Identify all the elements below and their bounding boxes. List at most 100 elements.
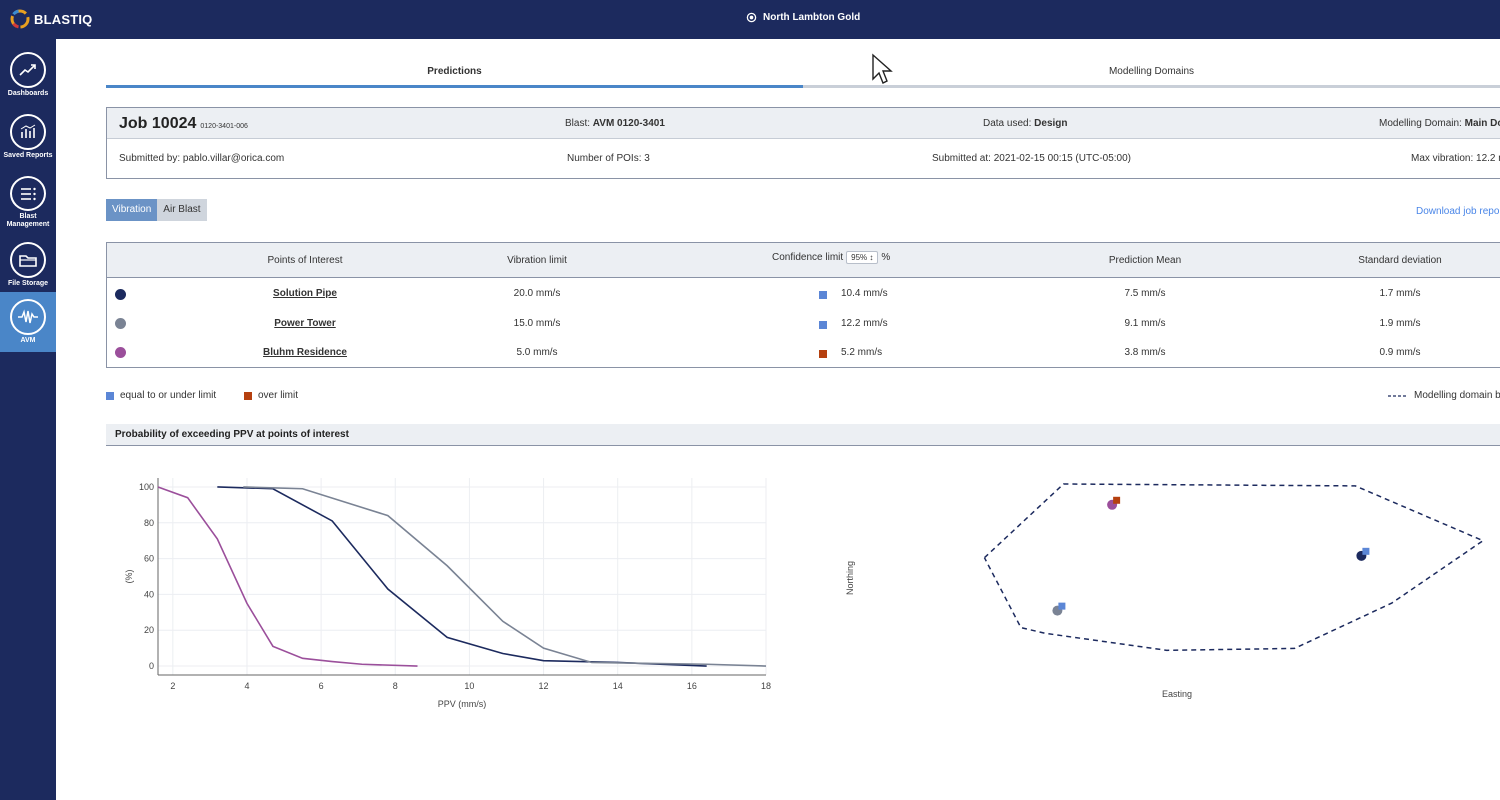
poi-table: Points of Interest Vibration limit Confi… bbox=[106, 242, 1500, 368]
y-tick-label: 0 bbox=[149, 661, 154, 671]
over-limit-square-icon bbox=[244, 391, 252, 400]
y-axis-label: (%) bbox=[124, 570, 134, 584]
modelling-domain-info: Modelling Domain: Main Do bbox=[1379, 118, 1500, 129]
job-title-group: Job 10024 0120-3401-006 bbox=[119, 115, 248, 133]
vibration-limit-value: 20.0 mm/s bbox=[513, 288, 561, 299]
confidence-limit-label: Confidence limit bbox=[772, 252, 844, 263]
x-tick-label: 8 bbox=[393, 681, 398, 691]
y-tick-label: 80 bbox=[144, 518, 154, 528]
tab-active-indicator bbox=[106, 85, 803, 88]
x-axis-label: Easting bbox=[1162, 689, 1192, 699]
modelling-domain-boundary bbox=[983, 483, 1485, 652]
poi-status-marker bbox=[1113, 496, 1121, 504]
top-bar: BLASTIQ North Lambton Gold bbox=[0, 0, 1500, 39]
series-line bbox=[243, 486, 767, 667]
confidence-limit-value: 12.2 mm/s bbox=[841, 318, 888, 329]
site-selector[interactable]: North Lambton Gold bbox=[746, 12, 860, 23]
poi-name-link[interactable]: Solution Pipe bbox=[273, 288, 337, 299]
submitted-by: Submitted by: pablo.villar@orica.com bbox=[119, 153, 285, 164]
header-confidence-limit: Confidence limit 95% ↕ % bbox=[772, 251, 890, 264]
header-prediction-mean: Prediction Mean bbox=[1108, 255, 1182, 266]
sidebar-item-label: File Storage bbox=[7, 280, 49, 287]
x-tick-label: 6 bbox=[319, 681, 324, 691]
prediction-mean-value: 7.5 mm/s bbox=[1124, 288, 1166, 299]
y-tick-label: 100 bbox=[139, 482, 154, 492]
legend-over-label: over limit bbox=[258, 390, 299, 401]
x-axis-label: PPV (mm/s) bbox=[438, 699, 487, 709]
prediction-mean-value: 3.8 mm/s bbox=[1124, 347, 1166, 358]
data-used-label: Data used: bbox=[983, 118, 1032, 129]
blast-info: Blast: AVM 0120-3401 bbox=[565, 118, 665, 129]
series-line bbox=[217, 486, 707, 667]
job-summary-header: Job 10024 0120-3401-006 Blast: AVM 0120-3… bbox=[107, 108, 1500, 139]
sidebar-item-label: Saved Reports bbox=[3, 152, 53, 159]
tab-bar: Predictions Modelling Domains bbox=[106, 56, 1500, 88]
poi-color-dot bbox=[115, 289, 126, 300]
job-title: Job 10024 bbox=[119, 115, 197, 132]
sidebar-item-file-storage[interactable]: File Storage bbox=[0, 235, 56, 295]
y-tick-label: 60 bbox=[144, 554, 154, 564]
submitted-at: Submitted at: 2021-02-15 00:15 (UTC-05:0… bbox=[932, 153, 1131, 164]
poi-name-link[interactable]: Bluhm Residence bbox=[263, 347, 347, 358]
site-name: North Lambton Gold bbox=[763, 12, 861, 23]
header-standard-deviation: Standard deviation bbox=[1358, 255, 1442, 266]
sidebar-item-dashboards[interactable]: Dashboards bbox=[0, 45, 56, 105]
poi-color-dot bbox=[115, 347, 126, 358]
sidebar-item-label: Dashboards bbox=[7, 90, 49, 97]
poi-status-marker bbox=[1362, 547, 1370, 555]
standard-deviation-value: 1.9 mm/s bbox=[1379, 318, 1421, 329]
tab-underline bbox=[106, 85, 1500, 88]
data-used-info: Data used: Design bbox=[983, 118, 1068, 129]
download-job-report-link[interactable]: Download job repor bbox=[1416, 206, 1500, 217]
sidebar-item-blast-management[interactable]: Blast Management bbox=[0, 169, 56, 229]
sidebar-item-avm[interactable]: AVM bbox=[0, 292, 56, 352]
y-tick-label: 40 bbox=[144, 589, 154, 599]
bar-chart-icon bbox=[10, 114, 46, 150]
series-line bbox=[157, 486, 418, 667]
blast-label: Blast: bbox=[565, 118, 591, 129]
under-limit-square-icon bbox=[106, 391, 114, 400]
blast-value: AVM 0120-3401 bbox=[592, 118, 665, 129]
sidebar-item-label: Blast Management bbox=[6, 213, 50, 228]
status-square-icon bbox=[819, 291, 827, 299]
y-tick-label: 20 bbox=[144, 625, 154, 635]
max-vibration: Max vibration: 12.2 m bbox=[1411, 153, 1500, 164]
legend-under-limit: equal to or under limit bbox=[106, 390, 216, 401]
tab-modelling-domains[interactable]: Modelling Domains bbox=[1108, 66, 1195, 77]
poi-location-map: Easting Northing bbox=[845, 483, 1485, 699]
modelling-domain-value: Main Do bbox=[1464, 118, 1500, 129]
standard-deviation-value: 0.9 mm/s bbox=[1379, 347, 1421, 358]
waveform-icon bbox=[10, 299, 46, 335]
legend-boundary-label: Modelling domain b bbox=[1414, 390, 1500, 401]
header-points-of-interest: Points of Interest bbox=[267, 255, 343, 266]
vibration-limit-value: 15.0 mm/s bbox=[513, 318, 561, 329]
y-axis-label: Northing bbox=[845, 561, 855, 595]
table-header: Points of Interest Vibration limit Confi… bbox=[107, 243, 1500, 278]
job-summary-card: Job 10024 0120-3401-006 Blast: AVM 0120-3… bbox=[106, 107, 1500, 179]
prediction-mean-value: 9.1 mm/s bbox=[1124, 318, 1166, 329]
tab-predictions[interactable]: Predictions bbox=[427, 66, 482, 77]
folder-icon bbox=[10, 242, 46, 278]
x-tick-label: 10 bbox=[464, 681, 474, 691]
status-square-icon bbox=[819, 321, 827, 329]
job-code: 0120-3401-006 bbox=[200, 123, 248, 130]
number-of-pois: Number of POIs: 3 bbox=[567, 153, 650, 164]
dashed-line-icon bbox=[1388, 394, 1408, 397]
mouse-pointer-icon bbox=[872, 53, 893, 84]
logo[interactable]: BLASTIQ bbox=[10, 9, 92, 29]
status-square-icon bbox=[819, 350, 827, 358]
confidence-limit-select[interactable]: 95% ↕ bbox=[846, 251, 879, 264]
data-used-value: Design bbox=[1034, 118, 1068, 129]
air-blast-toggle-button[interactable]: Air Blast bbox=[157, 199, 207, 221]
list-icon bbox=[10, 176, 46, 211]
logo-text: BLASTIQ bbox=[34, 11, 93, 27]
sidebar-item-saved-reports[interactable]: Saved Reports bbox=[0, 107, 56, 167]
poi-name-link[interactable]: Power Tower bbox=[274, 318, 336, 329]
vibration-toggle-button[interactable]: Vibration bbox=[106, 199, 158, 221]
vibration-limit-value: 5.0 mm/s bbox=[516, 347, 558, 358]
mode-toggle: Vibration Air Blast bbox=[106, 199, 207, 221]
header-vibration-limit: Vibration limit bbox=[507, 255, 567, 266]
legend-domain-boundary: Modelling domain b bbox=[1388, 390, 1500, 401]
sidebar: Dashboards Saved Reports Blast Managemen… bbox=[0, 39, 56, 800]
probability-section-header: Probability of exceeding PPV at points o… bbox=[106, 424, 1500, 446]
